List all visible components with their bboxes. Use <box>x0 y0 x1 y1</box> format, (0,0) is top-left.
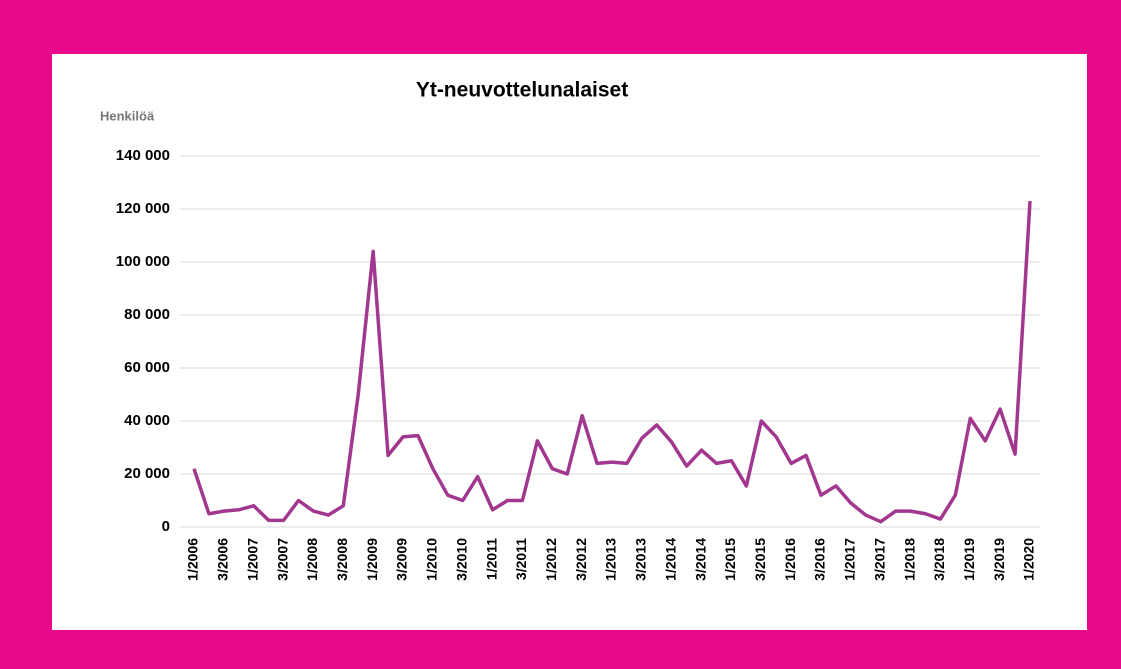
y-tick-label: 0 <box>162 518 170 535</box>
x-tick-label: 1/2010 <box>424 538 440 581</box>
x-tick-label: 1/2006 <box>185 538 201 581</box>
x-tick-label: 1/2009 <box>364 538 380 581</box>
x-tick-label: 1/2020 <box>1021 538 1037 581</box>
panel <box>52 54 1087 630</box>
x-tick-label: 3/2011 <box>513 538 529 580</box>
x-tick-label: 1/2012 <box>543 538 559 581</box>
x-tick-label: 3/2015 <box>752 538 768 581</box>
x-tick-label: 3/2016 <box>812 538 828 581</box>
x-tick-label: 1/2014 <box>662 538 678 581</box>
x-tick-label: 3/2014 <box>692 538 708 581</box>
x-tick-label: 3/2009 <box>394 538 410 581</box>
x-tick-label: 3/2017 <box>871 538 887 581</box>
x-tick-label: 1/2008 <box>304 538 320 581</box>
x-tick-label: 3/2006 <box>215 538 231 581</box>
x-tick-label: 3/2018 <box>931 538 947 581</box>
x-tick-label: 1/2013 <box>603 538 619 581</box>
y-tick-label: 20 000 <box>124 465 170 482</box>
x-tick-label: 3/2007 <box>274 538 290 581</box>
chart-title: Yt-neuvottelunalaiset <box>416 79 628 102</box>
line <box>192 200 1032 524</box>
x-tick-label: 1/2016 <box>782 538 798 581</box>
x-tick-label: 3/2013 <box>633 538 649 581</box>
x-tick-label: 1/2007 <box>244 538 260 581</box>
y-axis-label: Henkilöä <box>100 108 155 123</box>
y-tick-label: 60 000 <box>124 359 170 376</box>
y-tick-label: 100 000 <box>116 253 170 270</box>
x-tick-label: 3/2008 <box>334 538 350 581</box>
x-tick-label: 3/2019 <box>991 538 1007 581</box>
x-tick-label: 3/2010 <box>453 538 469 581</box>
y-tick-label: 80 000 <box>124 306 170 323</box>
x-tick-label: 1/2015 <box>722 538 738 581</box>
x-tick-label: 1/2017 <box>842 538 858 581</box>
x-tick-label: 1/2019 <box>961 538 977 581</box>
y-tick-label: 140 000 <box>116 147 170 164</box>
x-tick-label: 1/2011 <box>483 538 499 580</box>
x-tick-label: 3/2012 <box>573 538 589 581</box>
y-tick-label: 40 000 <box>124 412 170 429</box>
y-tick-label: 120 000 <box>116 200 170 217</box>
x-tick-label: 1/2018 <box>901 538 917 581</box>
